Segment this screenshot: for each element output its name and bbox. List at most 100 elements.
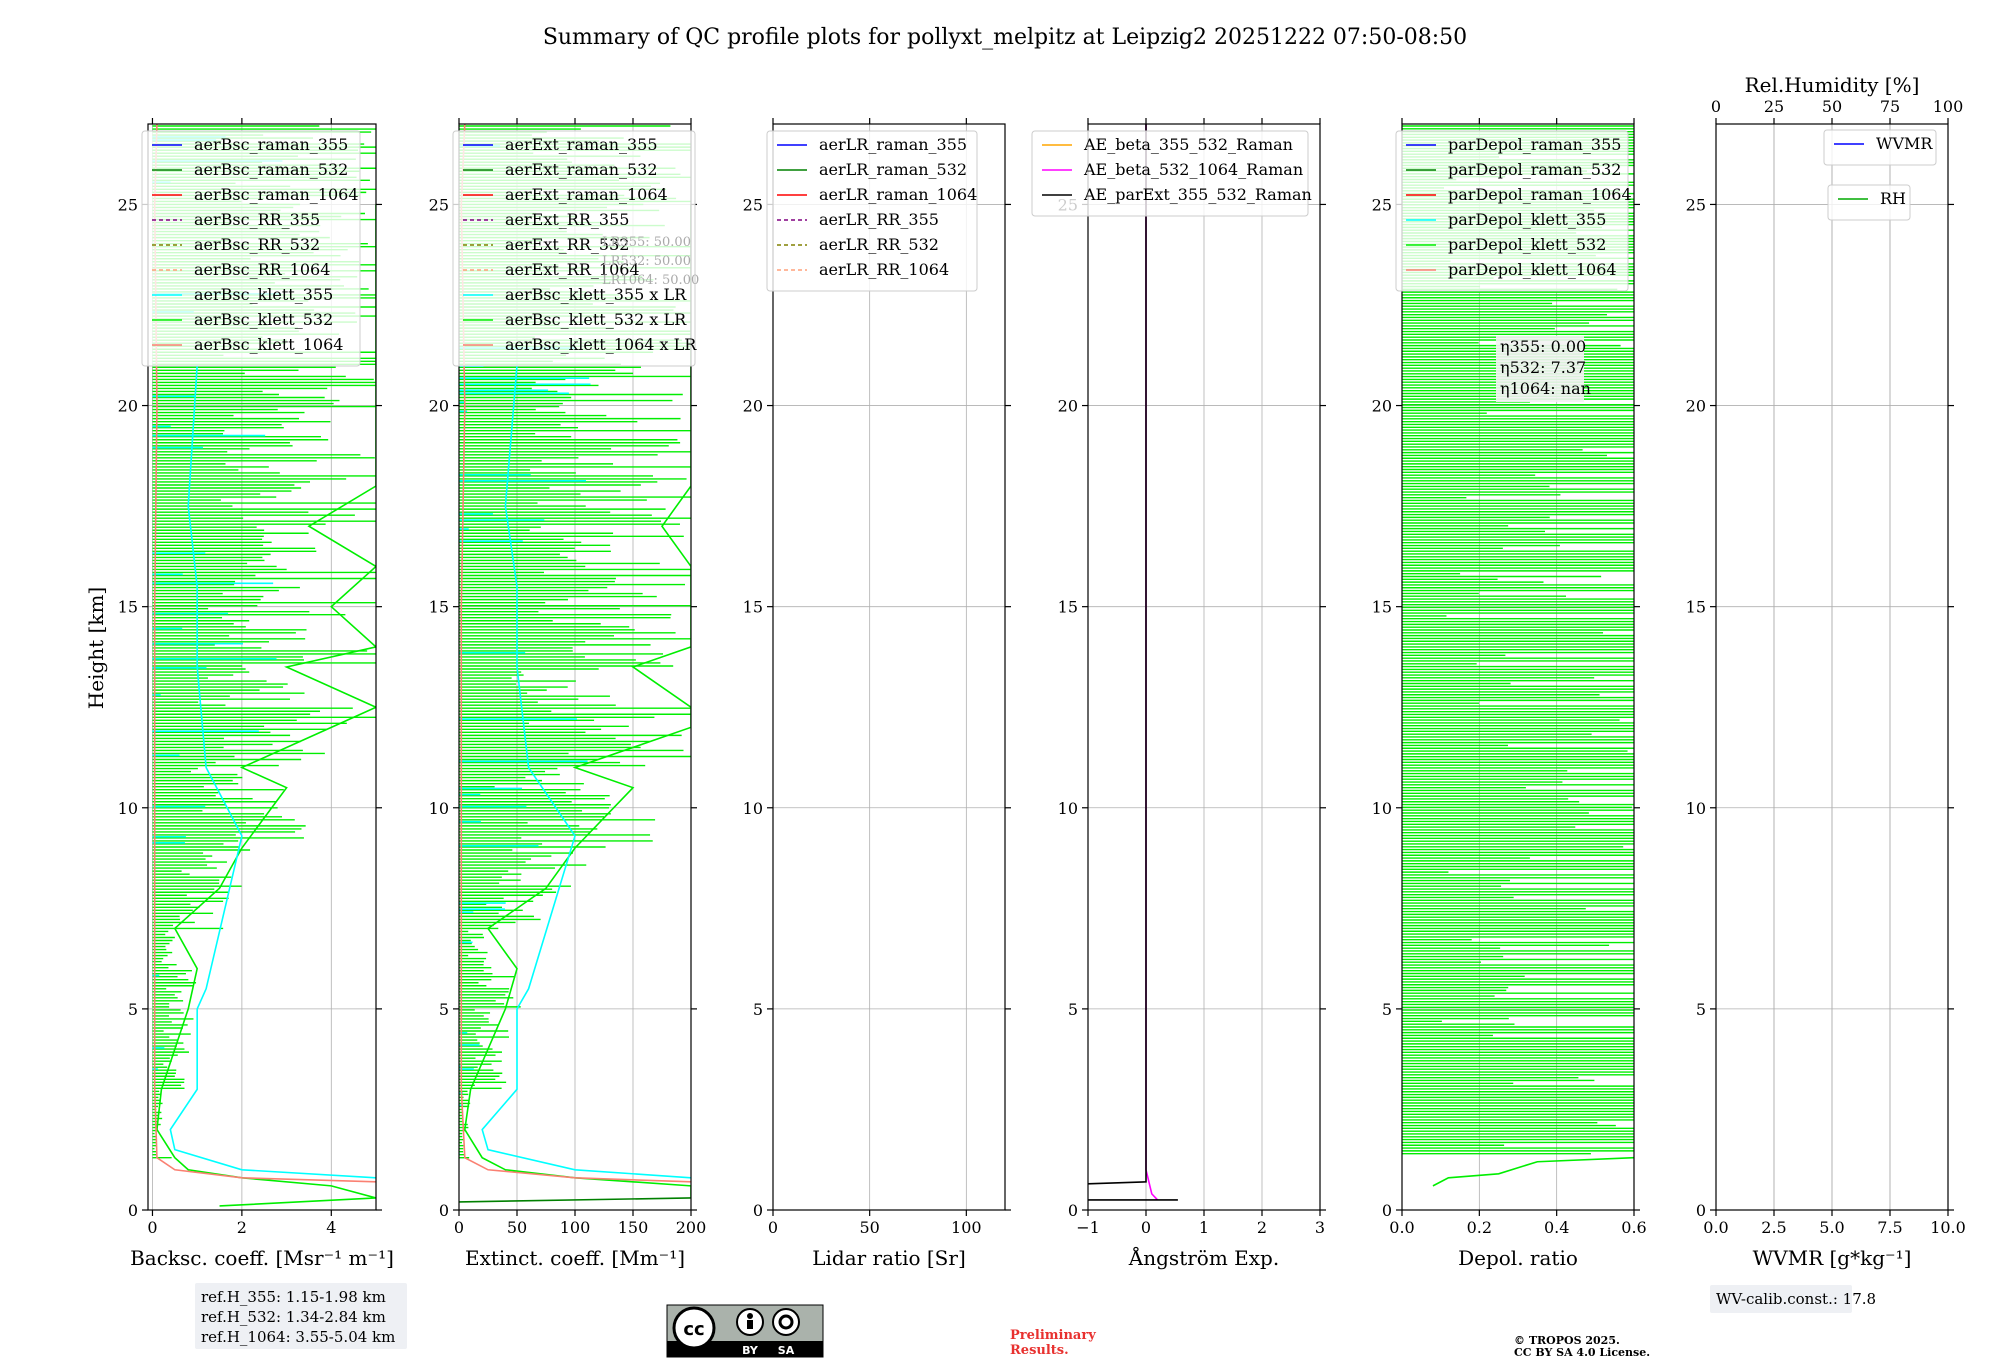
x-tick-label: 0 — [454, 1218, 464, 1237]
x-tick-label: 0.0 — [1389, 1218, 1414, 1237]
axes-frame — [772, 123, 1006, 1211]
legend-label: aerBsc_klett_355 — [194, 285, 333, 304]
wv-calibration-box: WV-calib.const.: 17.8 — [1710, 1285, 1876, 1313]
y-tick-label: 10 — [1058, 799, 1078, 818]
x-tick-label: 7.5 — [1877, 1218, 1902, 1237]
panel-lr: 0 50 100 0 5 10 15 20 25 Lidar ratio [Sr] aerLR_ra… — [743, 118, 1011, 1270]
legend-label: aerExt_raman_1064 — [505, 185, 668, 204]
legend-box — [452, 130, 696, 367]
legend-label: RH — [1880, 189, 1906, 208]
legend-lr: aerLR_raman_355 aerLR_raman_532 aerLR_rama… — [766, 130, 978, 292]
x-axis-label: Extinct. coeff. [Mm⁻¹] — [465, 1246, 685, 1270]
y-tick-label: 10 — [743, 799, 763, 818]
x-axis-label: Lidar ratio [Sr] — [812, 1246, 966, 1270]
y-tick-label: 5 — [753, 1000, 763, 1019]
x-tick-label: 4 — [326, 1218, 336, 1237]
eta-label: η532: 7.37 — [1500, 358, 1586, 377]
y-tick-label: 25 — [743, 195, 763, 214]
x-tick-label: 50 — [507, 1218, 527, 1237]
legend-label: parDepol_raman_1064 — [1448, 185, 1632, 204]
x-tick-label: 2.5 — [1761, 1218, 1786, 1237]
top-x-axis-label: Rel.Humidity [%] — [1745, 73, 1920, 97]
top-x-tick-label: 25 — [1764, 97, 1784, 116]
x-tick-label: 3 — [1315, 1218, 1325, 1237]
panel-depol: 0.0 0.2 0.4 0.6 0 5 10 15 20 25 Depol. ratio parDep… — [1372, 118, 1647, 1270]
x-tick-label: 10.0 — [1930, 1218, 1966, 1237]
lr-label: LR1064: 50.00 — [602, 273, 699, 288]
copyright-line-1: © TROPOS 2025. — [1514, 1334, 1620, 1347]
legend-label: parDepol_klett_1064 — [1448, 260, 1617, 279]
x-tick-label: 1 — [1199, 1218, 1209, 1237]
y-tick-label: 20 — [1372, 397, 1392, 416]
legend-label: aerBsc_raman_1064 — [194, 185, 359, 204]
figure-title: Summary of QC profile plots for pollyxt_… — [543, 25, 1467, 50]
cc-logo-icon — [672, 1306, 716, 1350]
eta-label: η355: 0.00 — [1500, 337, 1586, 356]
y-tick-label: 5 — [1068, 1000, 1078, 1019]
y-tick-label: 10 — [1686, 799, 1706, 818]
eta-label: η1064: nan — [1500, 379, 1591, 398]
eta-labels-box: η355: 0.00 η532: 7.37 η1064: nan — [1496, 336, 1591, 402]
y-tick-label: 0 — [1382, 1201, 1392, 1220]
y-tick-label: 20 — [1686, 397, 1706, 416]
series-aerExt_raman_532 — [459, 1197, 691, 1203]
y-tick-label: 15 — [1372, 598, 1392, 617]
ref-height-355: ref.H_355: 1.15-1.98 km — [201, 1288, 386, 1306]
legend-label: AE_parExt_355_532_Raman — [1083, 185, 1312, 204]
series-aerBsc_klett_532 x LR — [463, 204, 691, 1198]
cc-logo-text: cc — [683, 1319, 704, 1340]
cc-license-badge: cc BY SA — [666, 1304, 824, 1358]
series-AE_beta_532_1064_Raman — [1145, 124, 1159, 1201]
x-axis-label: Ångström Exp. — [1128, 1245, 1279, 1270]
y-tick-label: 0 — [128, 1201, 138, 1220]
x-axis-label: Depol. ratio — [1458, 1246, 1578, 1270]
y-axis-label: Height [km] — [84, 587, 108, 709]
x-tick-label: 2 — [237, 1218, 247, 1237]
legend-ae: AE_beta_355_532_Raman AE_beta_532_1064_Ra… — [1031, 130, 1312, 217]
series-aerBsc_klett_355 x LR — [481, 365, 691, 1179]
x-tick-label: 100 — [560, 1218, 591, 1237]
y-tick-label: 20 — [1058, 397, 1078, 416]
y-tick-label: 25 — [1686, 195, 1706, 214]
share-alike-icon — [772, 1308, 800, 1336]
x-tick-label: 200 — [676, 1218, 707, 1237]
legend-label: aerBsc_raman_355 — [194, 135, 348, 154]
y-tick-label: 5 — [128, 1000, 138, 1019]
legend-label: parDepol_raman_355 — [1448, 135, 1621, 154]
legend-label: aerLR_raman_1064 — [819, 185, 977, 204]
y-tick-label: 5 — [1696, 1000, 1706, 1019]
legend-label: aerLR_RR_532 — [819, 235, 939, 254]
legend-label: aerLR_RR_1064 — [819, 260, 949, 279]
y-tick-label: 15 — [743, 598, 763, 617]
legend-box — [1823, 129, 1937, 166]
x-axis-label: WVMR [g*kg⁻¹] — [1753, 1246, 1912, 1270]
axes-frame — [1401, 123, 1635, 1211]
y-tick-label: 15 — [1686, 598, 1706, 617]
ref-height-532: ref.H_532: 1.34-2.84 km — [201, 1308, 386, 1326]
ref-height-1064: ref.H_1064: 3.55-5.04 km — [201, 1328, 395, 1346]
x-tick-label: −1 — [1076, 1218, 1100, 1237]
legend-box — [1827, 184, 1911, 221]
x-tick-label: 0.4 — [1544, 1218, 1569, 1237]
legend-rh: RH — [1827, 184, 1911, 221]
panel-ext: 0 50 100 150 200 0 5 10 15 20 25 Extinct. coeff. [M… — [429, 118, 707, 1270]
wv-calib-const: WV-calib.const.: 17.8 — [1716, 1290, 1876, 1308]
x-tick-label: 0.0 — [1703, 1218, 1728, 1237]
legend-bsc: aerBsc_raman_355 aerBsc_raman_532 aerBsc_r… — [141, 130, 361, 367]
y-tick-label: 10 — [1372, 799, 1392, 818]
legend-box — [1031, 130, 1309, 217]
x-axis-label: Backsc. coeff. [Msr⁻¹ m⁻¹] — [130, 1246, 394, 1270]
x-tick-label: 100 — [951, 1218, 982, 1237]
eta-box-bg — [1496, 336, 1584, 402]
legend-label: aerExt_raman_355 — [505, 135, 658, 154]
legend-label: aerLR_raman_532 — [819, 160, 967, 179]
axes-frame — [147, 123, 377, 1211]
legend-label: parDepol_klett_532 — [1448, 235, 1606, 254]
copyright-line-2: CC BY SA 4.0 License. — [1514, 1346, 1650, 1359]
legend-label: aerBsc_klett_1064 — [194, 335, 343, 354]
x-tick-label: 0 — [768, 1218, 778, 1237]
top-x-tick-label: 0 — [1711, 97, 1721, 116]
y-tick-label: 15 — [118, 598, 138, 617]
series-aerBsc_klett_532 — [156, 204, 376, 1207]
